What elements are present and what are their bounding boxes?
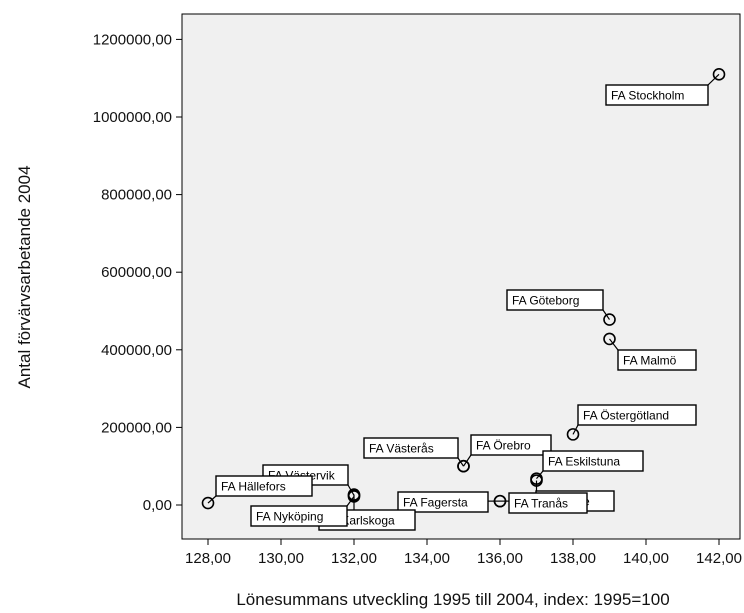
y-tick-label: 800000,00 bbox=[101, 187, 172, 204]
point-label: FA Göteborg bbox=[512, 294, 579, 308]
point-label-box bbox=[508, 492, 588, 514]
y-tick-label: 600000,00 bbox=[101, 264, 172, 281]
point-label: FA Eskilstuna bbox=[548, 455, 620, 469]
data-point bbox=[566, 428, 580, 441]
point-label-box bbox=[363, 437, 459, 459]
point-label-box bbox=[617, 349, 697, 371]
y-axis: 0,00 200000,00 400000,00 600000,00 800000,00… bbox=[93, 31, 182, 514]
data-point bbox=[493, 494, 507, 508]
point-label-box bbox=[215, 475, 313, 497]
data-point bbox=[457, 459, 470, 473]
y-tick-label: 1200000,00 bbox=[93, 31, 172, 48]
point-label-box bbox=[250, 505, 348, 527]
x-tick-label: 132,00 bbox=[331, 550, 377, 567]
point-label: FA Tranås bbox=[514, 497, 568, 511]
point-label: FA Hällefors bbox=[221, 480, 286, 494]
data-point bbox=[603, 332, 616, 346]
point-label: FA Fagersta bbox=[403, 496, 468, 510]
x-tick-label: 134,00 bbox=[404, 550, 450, 567]
x-tick-label: 128,00 bbox=[185, 550, 231, 567]
x-tick-label: 140,00 bbox=[623, 550, 669, 567]
data-point bbox=[603, 313, 616, 326]
label-connector bbox=[609, 338, 619, 351]
x-tick-label: 130,00 bbox=[258, 550, 304, 567]
y-tick-label: 1000000,00 bbox=[93, 109, 172, 126]
point-label: FA Stockholm bbox=[611, 89, 684, 103]
label-connector bbox=[707, 73, 720, 86]
x-axis-title: Lönesummans utveckling 1995 till 2004, i… bbox=[236, 590, 669, 609]
data-point bbox=[201, 496, 215, 510]
x-axis: 128,00 130,00 132,00 134,00 136,00 138,00 140,… bbox=[185, 539, 742, 567]
data-point bbox=[530, 474, 543, 487]
label-connector bbox=[463, 454, 472, 467]
data-point bbox=[712, 68, 726, 81]
point-label-box bbox=[506, 289, 604, 311]
x-tick-label: 138,00 bbox=[550, 550, 596, 567]
point-label-box bbox=[577, 404, 697, 426]
data-point bbox=[347, 488, 361, 502]
y-tick-label: 200000,00 bbox=[101, 419, 172, 436]
y-axis-title: Antal förvärvsarbetande 2004 bbox=[15, 165, 34, 388]
point-label-box bbox=[542, 450, 644, 472]
x-tick-label: 142,00 bbox=[696, 550, 742, 567]
data-points: FA Stockholm FA Göteborg FA Malmö FA Österg… bbox=[201, 68, 726, 531]
y-tick-label: 400000,00 bbox=[101, 342, 172, 359]
point-label: FA Nyköping bbox=[256, 510, 323, 524]
y-tick-label: 0,00 bbox=[143, 497, 172, 514]
point-label-box bbox=[397, 491, 489, 513]
point-label-box bbox=[470, 434, 552, 456]
point-label: FA Östergötland bbox=[583, 409, 669, 423]
x-tick-label: 136,00 bbox=[477, 550, 523, 567]
point-label-box bbox=[605, 84, 709, 106]
point-label: FA Västerås bbox=[369, 442, 434, 456]
point-label: FA Örebro bbox=[476, 439, 531, 453]
point-label: FA Malmö bbox=[623, 354, 677, 368]
